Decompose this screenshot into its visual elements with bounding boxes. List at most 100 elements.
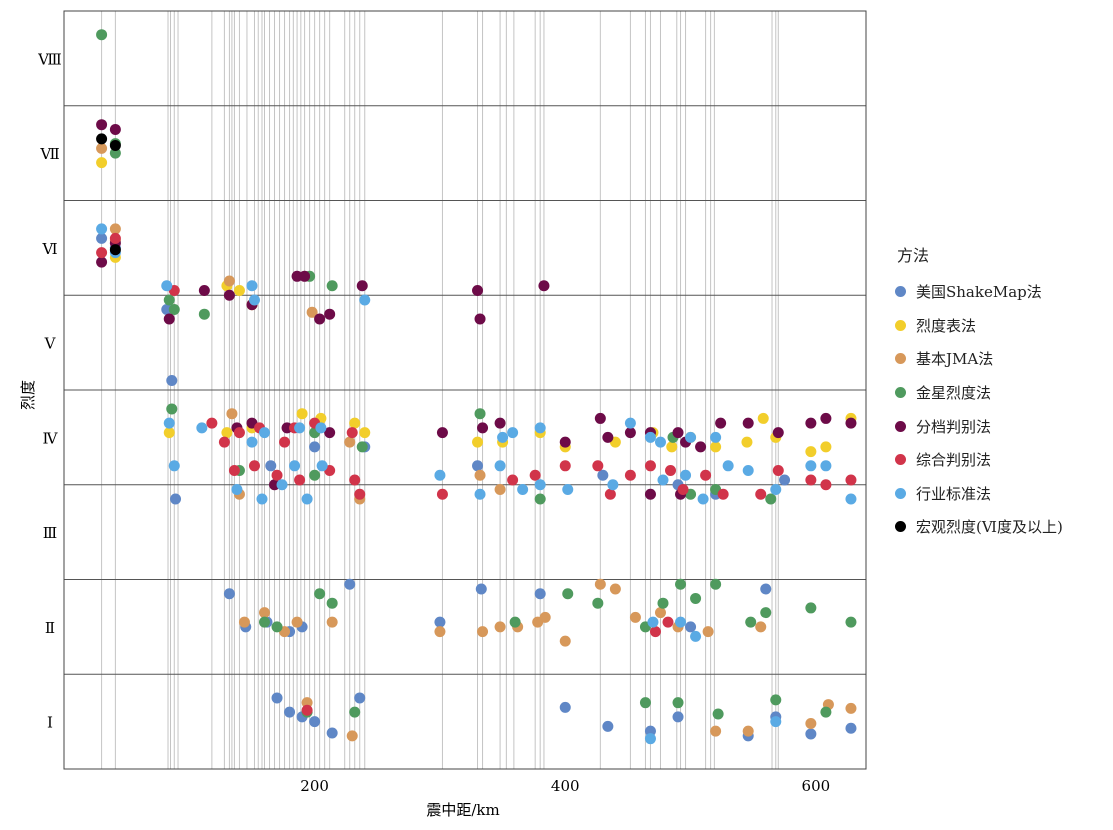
data-point <box>760 607 772 619</box>
legend-marker-icon <box>895 353 906 365</box>
data-point <box>294 474 306 486</box>
data-point <box>675 578 687 590</box>
data-point <box>745 616 757 628</box>
data-point <box>805 417 817 429</box>
data-point <box>712 708 724 720</box>
row-separators <box>64 105 866 675</box>
intensity-row-band <box>64 674 866 769</box>
data-point <box>170 493 182 505</box>
data-point <box>344 436 356 448</box>
data-point <box>109 244 121 256</box>
intensity-row-band <box>64 295 866 390</box>
data-point <box>474 313 486 325</box>
intensity-row-band <box>64 579 866 675</box>
data-point <box>697 493 709 505</box>
data-point <box>472 436 484 448</box>
data-point <box>475 583 487 595</box>
data-point <box>845 616 857 628</box>
legend-label: 行业标准法 <box>916 484 992 503</box>
data-point <box>161 303 173 315</box>
data-point <box>434 626 446 638</box>
data-point <box>657 474 669 486</box>
data-point <box>665 465 677 477</box>
data-point <box>356 441 368 453</box>
data-point <box>805 474 817 486</box>
data-point <box>474 469 486 481</box>
data-point <box>474 488 486 500</box>
x-axis-title: 震中距/km <box>426 801 499 819</box>
data-point <box>269 479 281 491</box>
data-point <box>845 702 857 714</box>
data-point <box>654 607 666 619</box>
x-tick-label: 400 <box>551 777 580 795</box>
data-point <box>690 630 702 642</box>
x-tick-label: 600 <box>802 777 831 795</box>
data-point <box>607 479 619 491</box>
legend-marker-icon <box>895 286 906 298</box>
data-point <box>805 460 817 472</box>
data-point <box>594 578 606 590</box>
data-point <box>309 716 321 728</box>
data-point <box>163 417 175 429</box>
data-point <box>271 469 283 481</box>
data-point <box>246 280 258 292</box>
data-point <box>356 280 368 292</box>
data-point <box>562 588 574 600</box>
data-point <box>539 611 551 623</box>
data-point <box>755 621 767 633</box>
data-point <box>166 375 178 387</box>
data-point <box>609 583 621 595</box>
data-point <box>770 694 782 706</box>
data-point <box>161 280 173 292</box>
data-point <box>644 725 656 737</box>
data-point <box>507 474 519 486</box>
data-point <box>672 711 684 723</box>
data-point <box>685 431 697 443</box>
data-point <box>722 460 734 472</box>
data-point <box>109 140 121 152</box>
data-point <box>534 493 546 505</box>
data-point <box>654 436 666 448</box>
data-point <box>770 716 782 728</box>
data-point <box>314 588 326 600</box>
data-point <box>206 417 218 429</box>
data-points <box>96 29 857 745</box>
legend-item: 行业标准法 <box>893 477 1108 511</box>
data-point <box>629 611 641 623</box>
legend-marker-icon <box>895 454 906 466</box>
data-point <box>644 733 656 745</box>
data-point <box>624 427 636 439</box>
data-point <box>436 427 448 439</box>
legend-label: 综合判别法 <box>916 451 992 470</box>
legend-title: 方法 <box>897 246 930 265</box>
data-point <box>820 479 832 491</box>
data-point <box>259 427 270 439</box>
data-point <box>765 493 777 505</box>
data-point <box>289 460 301 472</box>
data-point <box>845 493 857 505</box>
data-point <box>96 247 108 259</box>
data-point <box>805 602 817 614</box>
data-point <box>597 469 609 481</box>
data-point <box>436 488 448 500</box>
data-point <box>96 142 108 154</box>
data-point <box>349 706 361 718</box>
data-point <box>805 728 817 740</box>
data-point <box>644 488 656 500</box>
data-point <box>680 469 692 481</box>
data-point <box>281 422 293 434</box>
data-point <box>602 431 614 443</box>
data-point <box>276 479 288 491</box>
legend-marker-icon <box>895 420 906 432</box>
data-point <box>96 223 108 235</box>
data-point <box>534 422 546 434</box>
data-point <box>845 474 857 486</box>
data-point <box>845 417 857 429</box>
data-point <box>324 427 336 439</box>
data-point <box>96 29 108 41</box>
data-point <box>662 616 674 628</box>
x-tick-label: 200 <box>300 777 329 795</box>
plot-frame <box>63 10 867 770</box>
data-point <box>695 441 707 453</box>
data-point <box>248 460 260 472</box>
